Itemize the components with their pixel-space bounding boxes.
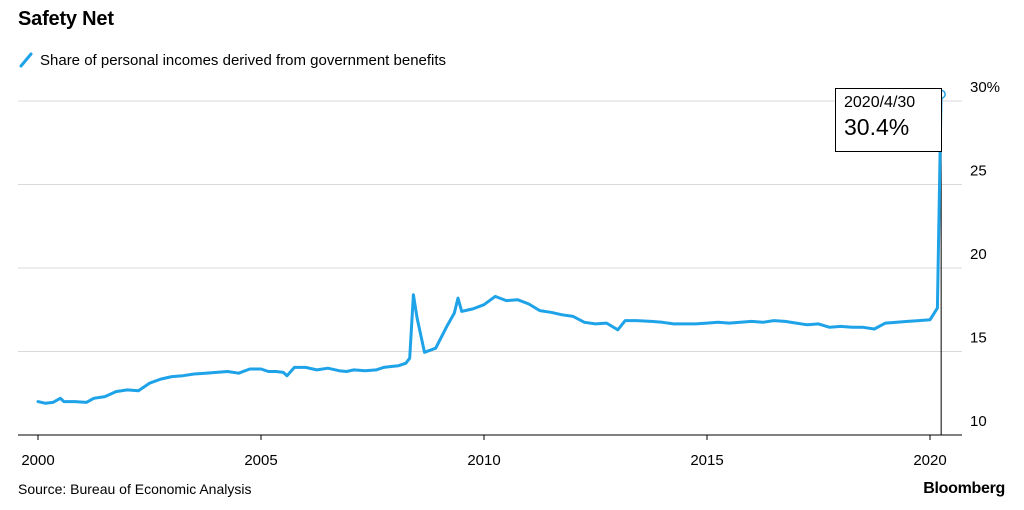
x-tick-label: 2015 [690,452,723,469]
y-tick-label: 30% [970,79,1000,96]
y-axis-ticks: 30% 25 20 15 10 [970,79,1000,430]
callout-value: 30.4% [844,114,910,140]
y-tick-label: 25 [970,163,987,180]
tooltip-callout: 2020/4/30 30.4% [835,88,942,152]
source-note: Source: Bureau of Economic Analysis [18,481,252,497]
chart-title: Safety Net [18,8,114,30]
x-tick-label: 2000 [21,452,54,469]
x-tick-label: 2005 [244,452,277,469]
series-line [36,92,943,405]
y-tick-label: 20 [970,246,987,263]
legend-swatch-icon [19,52,33,68]
y-tick-label: 15 [970,330,987,347]
x-tick-label: 2010 [467,452,500,469]
brand-logo: Bloomberg [923,480,1005,497]
chart-gridlines [18,100,962,436]
y-tick-label: 10 [970,413,987,430]
callout-date: 2020/4/30 [844,94,916,111]
chart-series [36,89,946,435]
x-tick-label: 2020 [913,452,946,469]
legend: Share of personal incomes derived from g… [18,50,446,70]
legend-label: Share of personal incomes derived from g… [40,51,447,69]
x-axis: 2000 2005 2010 2015 2020 [21,435,947,469]
